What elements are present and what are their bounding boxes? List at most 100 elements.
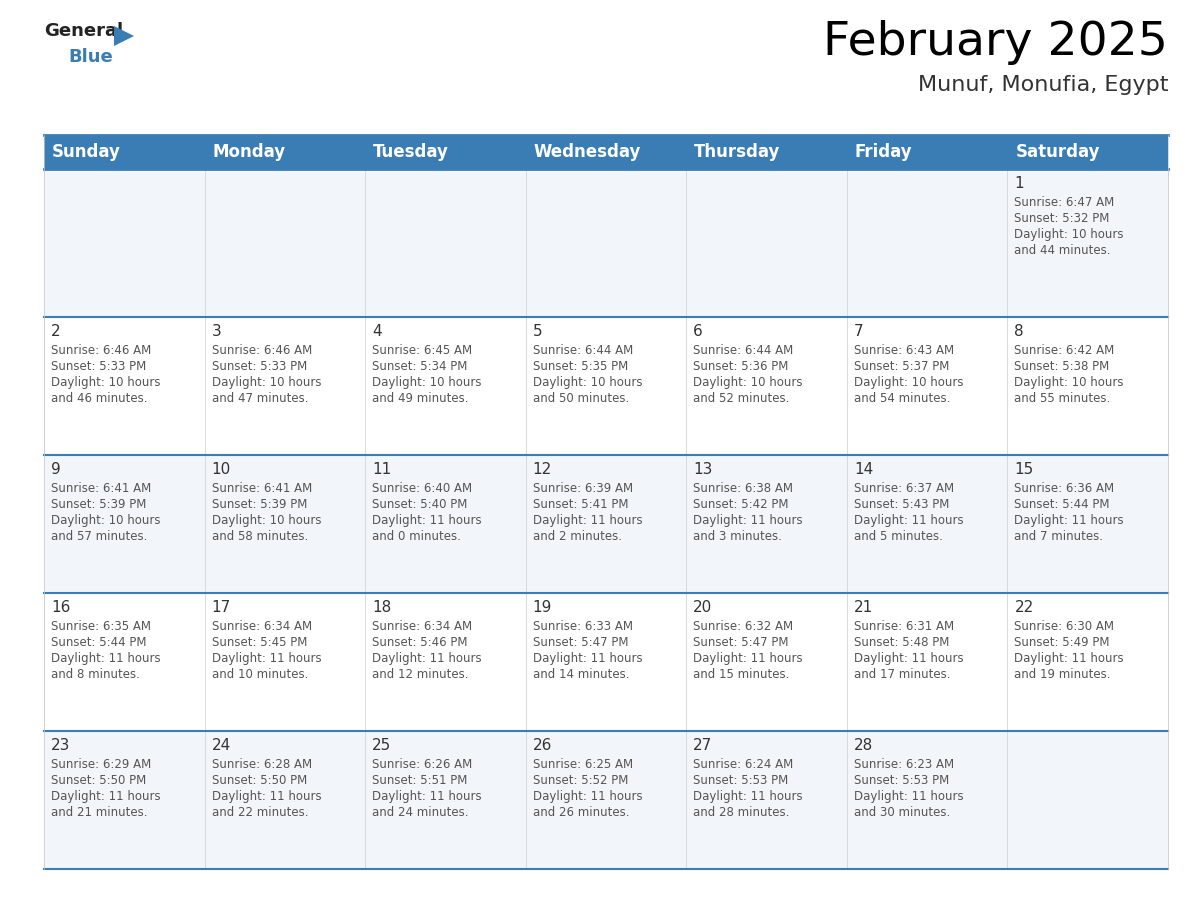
Text: Daylight: 11 hours: Daylight: 11 hours <box>51 790 160 803</box>
Text: Sunset: 5:53 PM: Sunset: 5:53 PM <box>854 774 949 787</box>
Text: General: General <box>44 22 124 40</box>
Bar <box>204 317 365 455</box>
Text: Sunset: 5:44 PM: Sunset: 5:44 PM <box>51 636 146 649</box>
Text: and 54 minutes.: and 54 minutes. <box>854 392 950 405</box>
Text: Saturday: Saturday <box>1016 143 1100 161</box>
Text: and 58 minutes.: and 58 minutes. <box>211 530 308 543</box>
Text: and 46 minutes.: and 46 minutes. <box>51 392 147 405</box>
Text: 13: 13 <box>694 462 713 477</box>
Text: Sunset: 5:33 PM: Sunset: 5:33 PM <box>51 360 146 373</box>
Text: Daylight: 11 hours: Daylight: 11 hours <box>694 514 803 527</box>
Text: Blue: Blue <box>68 48 113 66</box>
Bar <box>204 135 365 169</box>
Text: Sunset: 5:45 PM: Sunset: 5:45 PM <box>211 636 307 649</box>
Text: Sunrise: 6:28 AM: Sunrise: 6:28 AM <box>211 758 311 771</box>
Text: Sunset: 5:44 PM: Sunset: 5:44 PM <box>1015 498 1110 511</box>
Text: 6: 6 <box>694 324 703 339</box>
Bar <box>365 317 526 455</box>
Text: and 57 minutes.: and 57 minutes. <box>51 530 147 543</box>
Text: Daylight: 10 hours: Daylight: 10 hours <box>532 376 643 389</box>
Text: 7: 7 <box>854 324 864 339</box>
Text: Daylight: 11 hours: Daylight: 11 hours <box>694 790 803 803</box>
Bar <box>687 317 847 455</box>
Text: and 0 minutes.: and 0 minutes. <box>372 530 461 543</box>
Text: 5: 5 <box>532 324 543 339</box>
Text: and 12 minutes.: and 12 minutes. <box>372 668 468 681</box>
Text: Sunrise: 6:29 AM: Sunrise: 6:29 AM <box>51 758 151 771</box>
Text: Sunset: 5:39 PM: Sunset: 5:39 PM <box>51 498 146 511</box>
Text: Sunrise: 6:24 AM: Sunrise: 6:24 AM <box>694 758 794 771</box>
Text: and 55 minutes.: and 55 minutes. <box>1015 392 1111 405</box>
Text: Sunset: 5:47 PM: Sunset: 5:47 PM <box>532 636 628 649</box>
Text: Daylight: 11 hours: Daylight: 11 hours <box>1015 652 1124 665</box>
Text: Sunrise: 6:25 AM: Sunrise: 6:25 AM <box>532 758 633 771</box>
Text: Sunrise: 6:40 AM: Sunrise: 6:40 AM <box>372 482 473 495</box>
Bar <box>526 593 687 731</box>
Text: 21: 21 <box>854 600 873 615</box>
Text: and 19 minutes.: and 19 minutes. <box>1015 668 1111 681</box>
Text: and 47 minutes.: and 47 minutes. <box>211 392 308 405</box>
Text: Daylight: 10 hours: Daylight: 10 hours <box>51 514 160 527</box>
Text: Friday: Friday <box>855 143 912 161</box>
Bar <box>687 731 847 869</box>
Text: 9: 9 <box>51 462 61 477</box>
Text: Sunrise: 6:43 AM: Sunrise: 6:43 AM <box>854 344 954 357</box>
Text: Sunrise: 6:23 AM: Sunrise: 6:23 AM <box>854 758 954 771</box>
Text: 4: 4 <box>372 324 381 339</box>
Text: Daylight: 10 hours: Daylight: 10 hours <box>372 376 481 389</box>
Text: 23: 23 <box>51 738 70 753</box>
Bar <box>44 169 204 317</box>
Text: Daylight: 11 hours: Daylight: 11 hours <box>854 652 963 665</box>
Text: Sunrise: 6:39 AM: Sunrise: 6:39 AM <box>532 482 633 495</box>
Bar <box>847 135 1007 169</box>
Bar <box>687 455 847 593</box>
Text: Sunrise: 6:38 AM: Sunrise: 6:38 AM <box>694 482 794 495</box>
Text: and 15 minutes.: and 15 minutes. <box>694 668 790 681</box>
Bar <box>847 593 1007 731</box>
Text: and 10 minutes.: and 10 minutes. <box>211 668 308 681</box>
Text: Sunrise: 6:44 AM: Sunrise: 6:44 AM <box>694 344 794 357</box>
Text: Sunset: 5:52 PM: Sunset: 5:52 PM <box>532 774 628 787</box>
Text: Sunrise: 6:36 AM: Sunrise: 6:36 AM <box>1015 482 1114 495</box>
Text: and 49 minutes.: and 49 minutes. <box>372 392 468 405</box>
Text: Sunset: 5:48 PM: Sunset: 5:48 PM <box>854 636 949 649</box>
Text: and 50 minutes.: and 50 minutes. <box>532 392 628 405</box>
Text: and 14 minutes.: and 14 minutes. <box>532 668 630 681</box>
Text: Daylight: 10 hours: Daylight: 10 hours <box>1015 376 1124 389</box>
Bar <box>44 593 204 731</box>
Text: Munuf, Monufia, Egypt: Munuf, Monufia, Egypt <box>917 75 1168 95</box>
Text: 11: 11 <box>372 462 391 477</box>
Text: Sunset: 5:50 PM: Sunset: 5:50 PM <box>51 774 146 787</box>
Bar <box>1007 593 1168 731</box>
Text: Sunset: 5:32 PM: Sunset: 5:32 PM <box>1015 212 1110 225</box>
Text: Sunrise: 6:46 AM: Sunrise: 6:46 AM <box>211 344 311 357</box>
Text: 12: 12 <box>532 462 552 477</box>
Text: Daylight: 10 hours: Daylight: 10 hours <box>211 376 321 389</box>
Text: Daylight: 10 hours: Daylight: 10 hours <box>211 514 321 527</box>
Bar <box>847 317 1007 455</box>
Text: Daylight: 11 hours: Daylight: 11 hours <box>694 652 803 665</box>
Text: Monday: Monday <box>213 143 285 161</box>
Bar <box>526 455 687 593</box>
Text: Sunset: 5:39 PM: Sunset: 5:39 PM <box>211 498 307 511</box>
Bar <box>1007 169 1168 317</box>
Text: Sunrise: 6:37 AM: Sunrise: 6:37 AM <box>854 482 954 495</box>
Text: 18: 18 <box>372 600 391 615</box>
Text: 14: 14 <box>854 462 873 477</box>
Text: 2: 2 <box>51 324 61 339</box>
Text: Daylight: 11 hours: Daylight: 11 hours <box>1015 514 1124 527</box>
Text: 20: 20 <box>694 600 713 615</box>
Bar <box>1007 135 1168 169</box>
Bar <box>365 169 526 317</box>
Bar <box>204 731 365 869</box>
Text: Sunday: Sunday <box>52 143 121 161</box>
Bar <box>204 455 365 593</box>
Text: 25: 25 <box>372 738 391 753</box>
Text: 26: 26 <box>532 738 552 753</box>
Text: Sunset: 5:41 PM: Sunset: 5:41 PM <box>532 498 628 511</box>
Polygon shape <box>114 26 134 46</box>
Text: Sunrise: 6:34 AM: Sunrise: 6:34 AM <box>211 620 311 633</box>
Text: 8: 8 <box>1015 324 1024 339</box>
Text: Daylight: 10 hours: Daylight: 10 hours <box>694 376 803 389</box>
Text: 22: 22 <box>1015 600 1034 615</box>
